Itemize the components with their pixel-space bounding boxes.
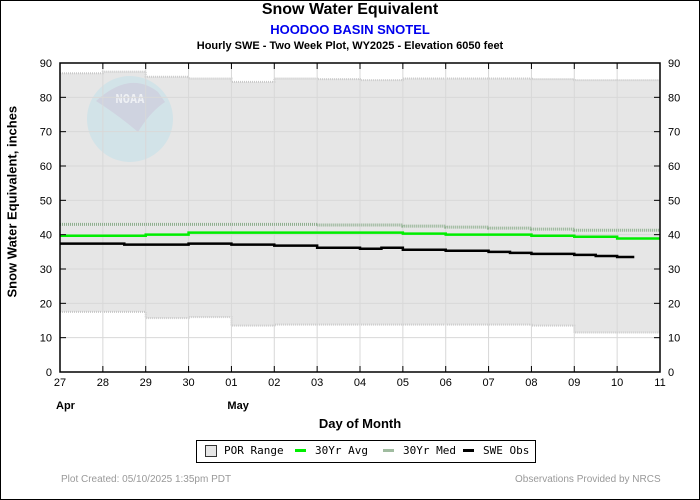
x-tick-label: 05	[397, 377, 409, 389]
x-tick-label: 27	[54, 377, 66, 389]
provider-text: Observations Provided by NRCS	[515, 474, 661, 485]
x-tick-label: 03	[311, 377, 323, 389]
y-tick-label: 10	[40, 333, 52, 345]
legend-label: SWE Obs	[483, 444, 530, 457]
x-tick-label: 06	[440, 377, 452, 389]
y-tick-label-right: 30	[668, 264, 680, 276]
y-tick-label-right: 40	[668, 230, 680, 242]
y-tick-label-right: 60	[668, 161, 680, 173]
y-tick-label: 30	[40, 264, 52, 276]
chart-subtitle: Hourly SWE - Two Week Plot, WY2025 - Ele…	[196, 40, 504, 52]
y-tick-label: 60	[40, 161, 52, 173]
y-tick-label: 50	[40, 195, 52, 207]
x-tick-label: 01	[225, 377, 237, 389]
x-tick-label: 04	[354, 377, 366, 389]
x-axis-label: Day of Month	[318, 416, 402, 431]
x-tick-label: 09	[568, 377, 580, 389]
y-tick-label-right: 70	[668, 127, 680, 139]
legend-label: 30Yr Avg	[315, 444, 368, 457]
legend-item-por-range: POR Range	[205, 444, 284, 457]
series-30yr-med	[60, 222, 660, 232]
legend-swatch-30yr-med	[383, 449, 394, 452]
y-tick-label: 70	[40, 127, 52, 139]
y-tick-label: 90	[40, 58, 52, 70]
y-tick-label: 0	[46, 367, 52, 379]
month-label: May	[227, 400, 249, 412]
legend-item-30yr-med: 30Yr Med	[383, 444, 456, 457]
x-tick-label: 08	[525, 377, 537, 389]
y-tick-label: 20	[40, 298, 52, 310]
series-30yr-avg	[60, 231, 660, 240]
y-tick-label-right: 20	[668, 298, 680, 310]
legend-label: POR Range	[224, 444, 284, 457]
series-swe-obs	[60, 242, 635, 259]
x-tick-label: 28	[97, 377, 109, 389]
legend-label: 30Yr Med	[403, 444, 456, 457]
plot-created-text: Plot Created: 05/10/2025 1:35pm PDT	[61, 474, 232, 485]
legend: POR Range 30Yr Avg 30Yr Med SWE Obs	[196, 440, 536, 463]
x-tick-label: 07	[482, 377, 494, 389]
x-tick-label: 11	[654, 377, 665, 389]
noaa-logo-text: NOAA	[116, 92, 146, 106]
x-tick-label: 02	[268, 377, 280, 389]
y-tick-label-right: 50	[668, 195, 680, 207]
legend-swatch-swe-obs	[463, 449, 474, 452]
month-label: Apr	[56, 400, 76, 412]
legend-item-30yr-avg: 30Yr Avg	[295, 444, 368, 457]
noaa-logo-bird	[96, 82, 165, 132]
station-name: HOODOO BASIN SNOTEL	[270, 22, 430, 37]
y-tick-label: 40	[40, 230, 52, 242]
y-tick-label-right: 80	[668, 92, 680, 104]
y-tick-label-right: 0	[668, 367, 674, 379]
y-tick-label-right: 90	[668, 58, 680, 70]
y-tick-label-right: 10	[668, 333, 680, 345]
legend-item-swe-obs: SWE Obs	[463, 444, 529, 457]
legend-swatch-por-range	[205, 444, 217, 457]
y-tick-label: 80	[40, 92, 52, 104]
por-range-lower	[60, 310, 660, 334]
x-tick-label: 30	[182, 377, 194, 389]
x-tick-label: 29	[140, 377, 152, 389]
chart-title: Snow Water Equivalent	[261, 1, 439, 18]
legend-swatch-30yr-avg	[295, 449, 306, 452]
x-tick-label: 10	[611, 377, 623, 389]
